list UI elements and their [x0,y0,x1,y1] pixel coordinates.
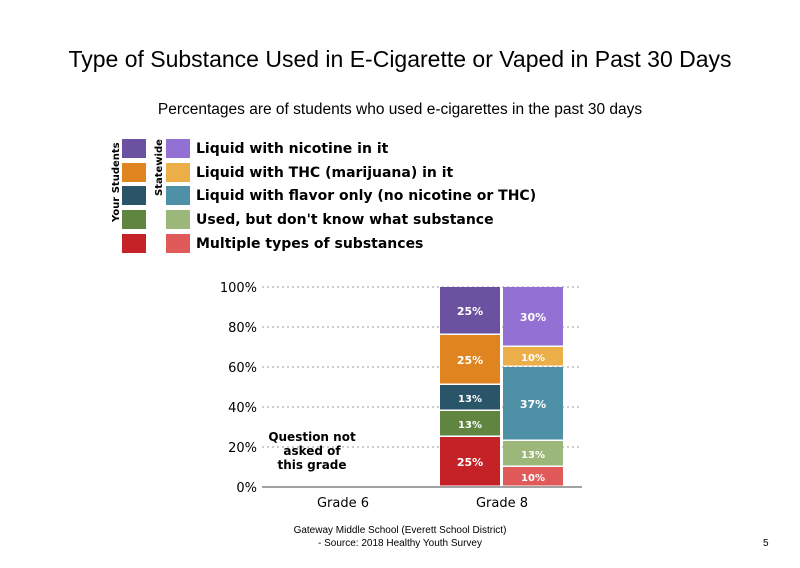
y-tick-label: 80% [228,321,257,336]
data-label: 25% [457,456,483,469]
annotation-line: Question not [268,430,356,444]
data-label: 30% [520,311,546,324]
data-label: 25% [457,354,483,367]
statewide-bar-segment [503,367,563,440]
your-students-bar-segment [440,385,500,410]
data-label: 13% [521,450,545,461]
y-tick-label: 100% [220,281,257,296]
footer-school: Gateway Middle School (Everett School Di… [293,525,507,536]
statewide-bar-segment [503,347,563,366]
page-number: 5 [763,538,769,549]
annotation-line: asked of [283,444,341,458]
data-label: 10% [521,473,545,484]
data-label: 13% [458,394,482,405]
chart-title: Type of Substance Used in E-Cigarette or… [68,46,732,72]
data-label: 37% [520,398,546,411]
y-tick-label: 40% [228,401,257,416]
footer: Gateway Middle School (Everett School Di… [230,524,570,550]
your-students-bar-segment [440,287,500,334]
x-tick-label: Grade 8 [476,496,528,511]
data-label: 25% [457,305,483,318]
annotation-line: this grade [277,458,346,472]
data-label: 13% [458,420,482,431]
x-tick-label: Grade 6 [317,496,369,511]
statewide-bar-segment [503,467,563,486]
y-tick-label: 0% [236,481,257,496]
y-tick-label: 60% [228,361,257,376]
data-label: 10% [521,353,545,364]
y-tick-label: 20% [228,441,257,456]
your-students-bar-segment [440,437,500,486]
footer-source: - Source: 2018 Healthy Youth Survey [318,538,482,549]
your-students-bar-segment [440,335,500,384]
your-students-bar-segment [440,411,500,436]
chart-subtitle: Percentages are of students who used e-c… [157,101,643,118]
statewide-bar-segment [503,441,563,466]
statewide-bar-segment [503,287,563,346]
